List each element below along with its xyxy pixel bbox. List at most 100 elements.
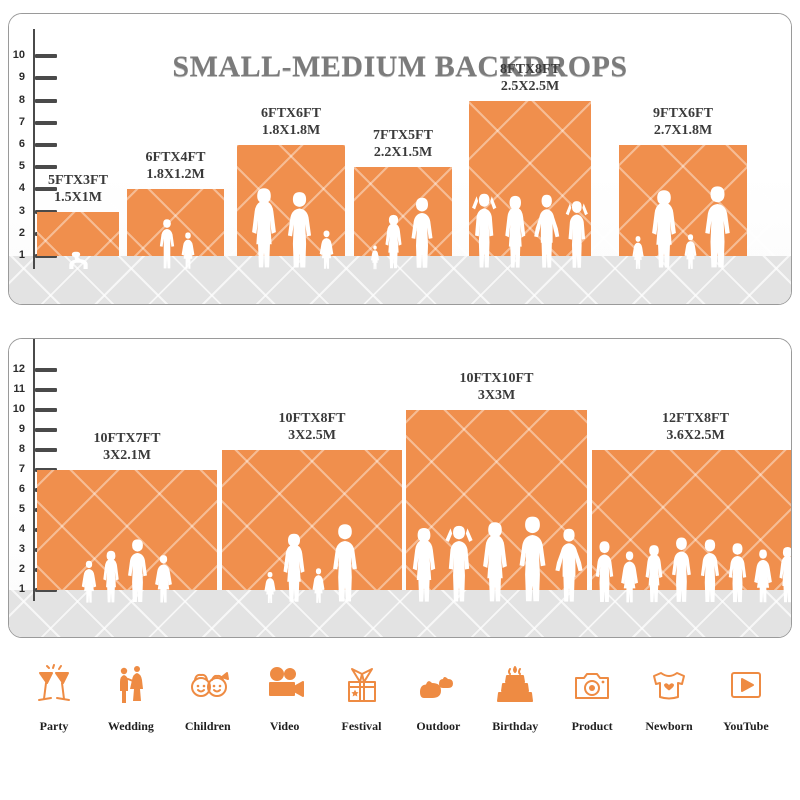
icon-label: Children	[184, 719, 231, 733]
chart-panel-small-medium: SMALL-MEDIUM BACKDROPS 10 9 8 7 6 5 4 3 2 1 5FTX3…	[8, 13, 792, 305]
bar-label-feet: 5FTX3FT	[48, 172, 108, 188]
bar-weave-pattern	[37, 211, 119, 256]
y-axis-tick-label: 9	[18, 423, 25, 435]
festival-icon[interactable]	[332, 655, 392, 715]
icon-cell-festival[interactable]: Festival	[326, 655, 398, 734]
y-axis-tick-label: 4	[18, 182, 25, 195]
bar-label-meters: 3X2.1M	[103, 448, 151, 463]
y-axis-tick-label: 2	[18, 226, 25, 239]
bar-label-meters: 3.6X2.5M	[666, 428, 725, 443]
icon-label: Wedding	[107, 719, 154, 733]
bar-weave-pattern	[406, 410, 587, 590]
bar	[354, 167, 452, 256]
party-icon[interactable]	[24, 655, 84, 715]
y-axis-tick	[35, 165, 57, 170]
bar	[127, 189, 224, 256]
bar-label-meters: 2.5X2.5M	[500, 78, 560, 94]
bar-label-meters: 2.7X1.8M	[653, 123, 713, 138]
icon-cell-newborn[interactable]: Newborn	[633, 655, 705, 734]
outdoor-icon[interactable]	[408, 655, 468, 715]
icon-cell-youtube[interactable]: YouTube	[710, 655, 782, 734]
y-axis-tick-label: 8	[18, 93, 25, 106]
bar	[37, 470, 217, 590]
y-axis-tick-label: 3	[18, 543, 25, 555]
y-axis-tick	[35, 588, 57, 592]
bar-label-feet: 8FTX8FT	[500, 61, 560, 77]
y-axis-tick-label: 8	[18, 443, 25, 455]
bar-label-meters: 2.2X1.5M	[373, 145, 433, 161]
icon-cell-children[interactable]: Children	[172, 655, 244, 734]
children-icon[interactable]	[178, 655, 238, 715]
icon-label: Festival	[341, 719, 382, 733]
y-axis-tick-label: 9	[18, 71, 25, 84]
y-axis-tick	[35, 76, 57, 81]
bar-label-feet: 6FTX6FT	[261, 106, 321, 121]
icon-cell-party[interactable]: Party	[18, 655, 90, 734]
y-axis-tick-label: 5	[18, 503, 25, 515]
product-icon[interactable]	[562, 655, 622, 715]
bar-weave-pattern	[127, 189, 224, 256]
bar-label-meters: 3X3M	[477, 388, 516, 403]
bar-weave-pattern	[237, 145, 345, 256]
ground-strip	[9, 256, 791, 304]
icon-label: Product	[571, 719, 613, 733]
y-axis-tick	[35, 448, 57, 452]
y-axis-tick-label: 7	[18, 463, 25, 475]
bar-weave-pattern	[592, 450, 791, 590]
bar-weave-pattern	[222, 450, 402, 590]
icon-label: Outdoor	[416, 719, 461, 733]
y-axis-tick	[35, 388, 57, 392]
bar-label: 8FTX8FT 2.5X2.5M	[450, 61, 610, 95]
bar	[592, 450, 791, 590]
youtube-icon[interactable]	[716, 655, 776, 715]
newborn-icon[interactable]	[639, 655, 699, 715]
bar-label-meters: 3X2.5M	[288, 428, 336, 443]
bar-label: 10FTX8FT 3X2.5M	[232, 410, 392, 444]
y-axis-tick-label: 1	[18, 249, 25, 261]
bar-label: 7FTX5FT 2.2X1.5M	[323, 127, 483, 161]
bar	[237, 145, 345, 256]
video-icon[interactable]	[255, 655, 315, 715]
axis-line	[33, 29, 35, 269]
birthday-icon[interactable]	[485, 655, 545, 715]
axis-line	[33, 339, 35, 601]
bar-label-feet: 10FTX8FT	[278, 411, 346, 426]
icon-label: Newborn	[645, 719, 693, 733]
y-axis-tick-label: 11	[13, 383, 25, 395]
ground-strip	[9, 590, 791, 637]
y-axis-tick-label: 10	[12, 403, 25, 415]
y-axis-tick	[35, 120, 57, 125]
bar-label: 6FTX4FT 1.8X1.2M	[96, 149, 256, 183]
bar-label-feet: 10FTX7FT	[93, 431, 161, 446]
icon-cell-wedding[interactable]: Wedding	[95, 655, 167, 734]
bar-label-meters: 1.8X1.8M	[261, 123, 321, 138]
bar	[37, 211, 119, 256]
icon-cell-birthday[interactable]: Birthday	[479, 655, 551, 734]
bar-label: 6FTX6FT 1.8X1.8M	[211, 105, 371, 139]
y-axis-tick-label: 3	[18, 204, 25, 217]
y-axis-tick	[35, 408, 57, 412]
y-axis-tick	[35, 187, 57, 192]
bar-label: 12FTX8FT 3.6X2.5M	[616, 410, 776, 444]
y-axis-tick-label: 4	[18, 523, 25, 535]
y-axis-tick-label: 12	[12, 363, 25, 375]
bar-label: 10FTX10FT 3X3M	[417, 370, 577, 404]
icon-label: YouTube	[723, 719, 769, 733]
bar-label-meters: 1.5X1M	[54, 189, 102, 205]
bar-weave-pattern	[37, 470, 217, 590]
icon-label: Birthday	[492, 719, 539, 733]
use-case-icon-strip: Party Wedding Children Video Festival Outdoor…	[0, 655, 800, 765]
icon-cell-video[interactable]: Video	[249, 655, 321, 734]
icon-cell-outdoor[interactable]: Outdoor	[402, 655, 474, 734]
wedding-icon[interactable]	[101, 655, 161, 715]
bar-weave-pattern	[469, 100, 591, 256]
bar-label-feet: 10FTX10FT	[459, 371, 534, 386]
y-axis-tick	[35, 428, 57, 432]
y-axis-tick	[35, 254, 57, 258]
bar-label: 9FTX6FT 2.7X1.8M	[603, 105, 763, 139]
bar	[469, 100, 591, 256]
bar-label-meters: 1.8X1.2M	[146, 167, 205, 183]
chart-panel-large: 12 11 10 9 8 7 6 5 4 3 2 1 10FTX7FT 3X2.1M 10FTX8FT 3X…	[8, 338, 792, 638]
icon-cell-product[interactable]: Product	[556, 655, 628, 734]
